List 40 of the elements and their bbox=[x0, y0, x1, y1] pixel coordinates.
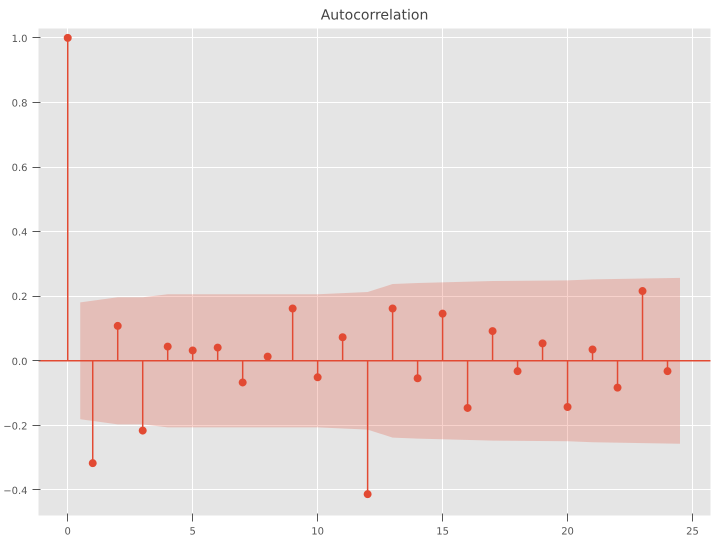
point bbox=[138, 426, 147, 435]
point bbox=[288, 304, 297, 312]
y-tick-label: 0.8 bbox=[12, 98, 28, 110]
point bbox=[664, 367, 672, 376]
point bbox=[588, 346, 597, 354]
y-tick-label: 0.6 bbox=[12, 163, 28, 174]
point bbox=[464, 404, 472, 412]
point bbox=[438, 310, 447, 318]
y-tick-label: 1.0 bbox=[12, 34, 28, 45]
point bbox=[338, 333, 347, 342]
point bbox=[364, 490, 372, 498]
y-tick-label: 0.4 bbox=[12, 228, 28, 239]
point bbox=[188, 346, 197, 354]
point bbox=[638, 287, 647, 296]
x-tick-label: 5 bbox=[190, 526, 196, 537]
y-tick-label: −0.2 bbox=[3, 421, 28, 432]
x-tick-label: 0 bbox=[64, 526, 71, 537]
chart-title: Autocorrelation bbox=[320, 8, 428, 24]
x-tick-label: 20 bbox=[561, 526, 574, 537]
point bbox=[264, 352, 272, 361]
x-tick-label: 25 bbox=[686, 526, 699, 537]
point bbox=[514, 367, 522, 376]
x-tick-label: 15 bbox=[436, 526, 449, 537]
point bbox=[88, 459, 97, 468]
point bbox=[64, 34, 72, 42]
point bbox=[488, 327, 497, 336]
point bbox=[614, 384, 622, 392]
y-tick-label: −0.4 bbox=[3, 486, 28, 497]
point bbox=[314, 373, 322, 382]
point bbox=[564, 403, 572, 411]
point bbox=[238, 378, 247, 386]
point bbox=[214, 344, 222, 352]
point bbox=[538, 339, 547, 348]
x-tick-label: 10 bbox=[311, 526, 324, 537]
y-tick-label: 0.2 bbox=[12, 292, 28, 304]
point bbox=[164, 342, 172, 351]
point bbox=[114, 322, 122, 330]
point bbox=[388, 304, 397, 312]
point bbox=[414, 374, 422, 382]
y-tick-label: 0.0 bbox=[12, 356, 28, 368]
